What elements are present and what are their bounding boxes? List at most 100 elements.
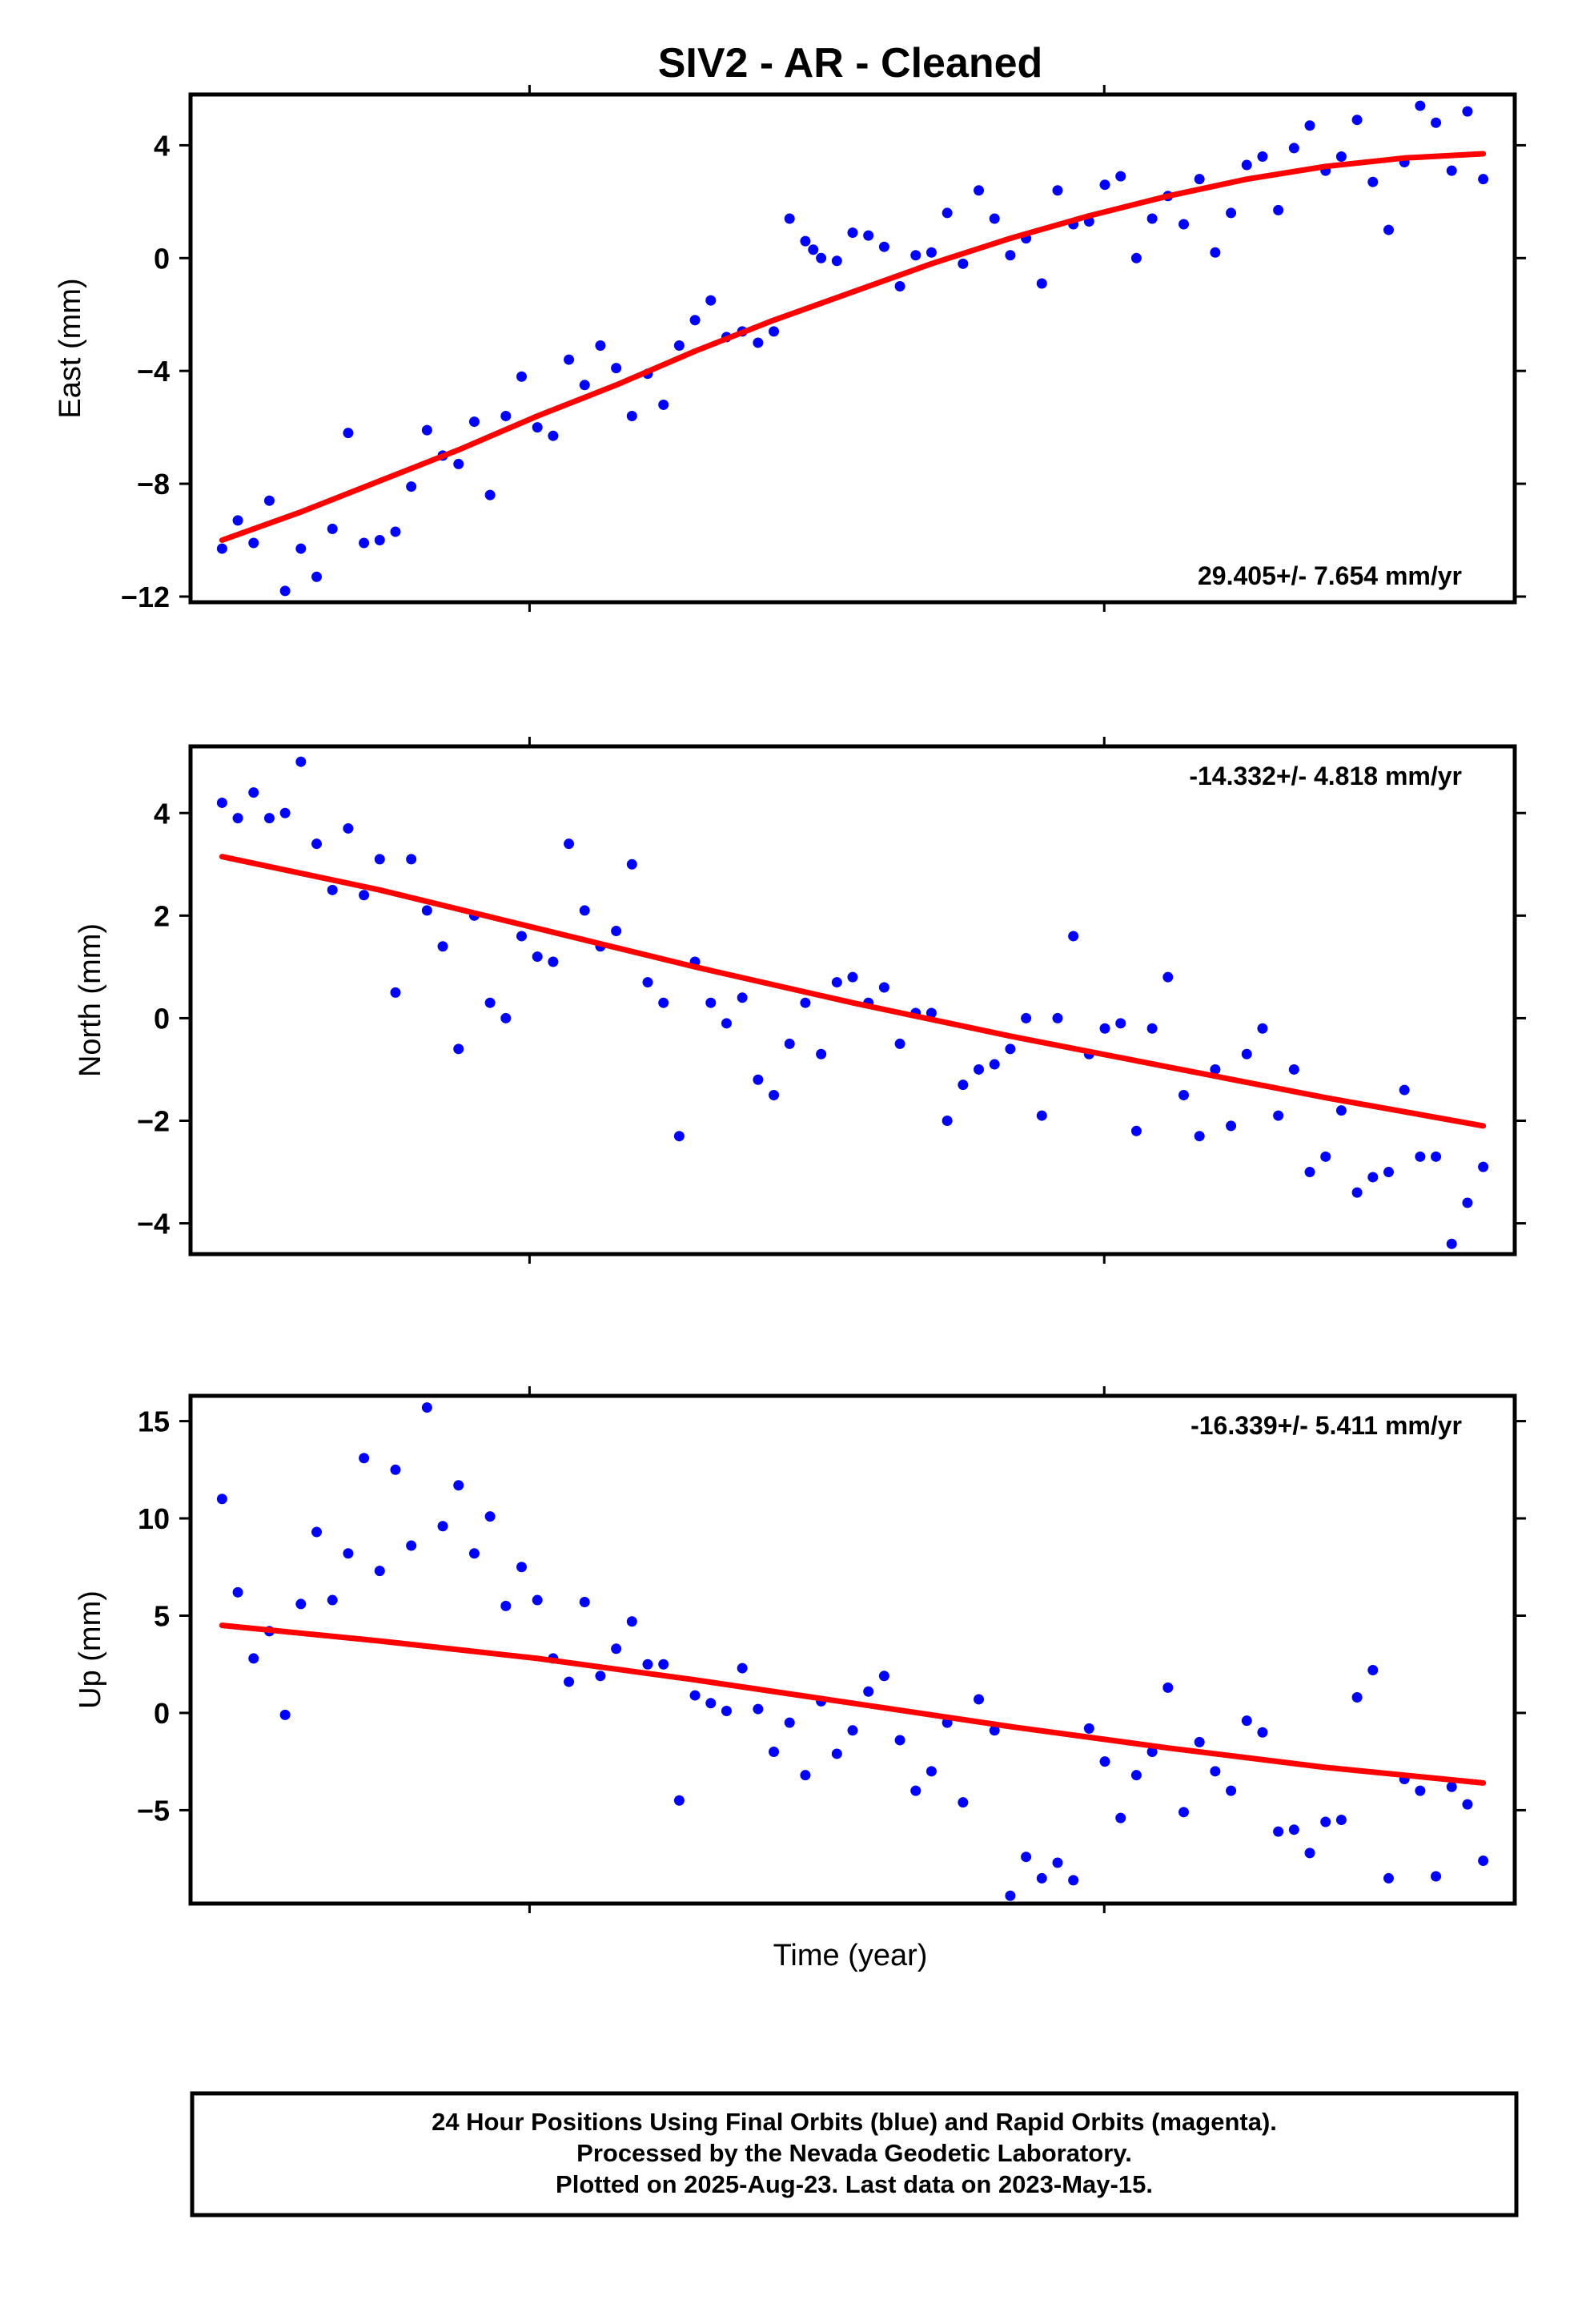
data-point [1130,1125,1142,1136]
y-tick-label: −5 [137,1794,170,1827]
data-point [1099,1756,1110,1767]
data-point [1320,1816,1331,1827]
data-point [894,281,905,292]
data-point [626,1616,637,1627]
footer-box [190,2091,1519,2217]
data-point [1446,1781,1457,1792]
data-point [847,227,858,239]
data-point [658,1659,669,1670]
data-point [769,1089,780,1100]
data-point [1036,1110,1047,1121]
data-point [1304,120,1315,131]
data-point [595,340,606,351]
data-point [705,997,717,1008]
data-point [942,207,953,219]
data-point [532,1594,543,1606]
data-point [421,905,432,916]
data-point [1146,213,1158,224]
panel-up: 15 10 5 0 −5 Up (mm) -16.339+/- 5.411 mm/yr [74,1386,1526,1913]
data-point [500,411,512,422]
data-point [673,1131,685,1142]
data-point [484,489,496,501]
data-point [989,213,1000,224]
data-point [1021,1012,1032,1023]
data-point [1083,1723,1094,1734]
data-point [958,1797,969,1808]
data-point [1005,1890,1016,1901]
data-point [437,941,448,952]
rate-label-east: 29.405+/- 7.654 mm/yr [1198,561,1462,590]
data-point [831,255,842,267]
data-point [1335,1815,1347,1826]
data-point [516,1562,527,1573]
data-point [1273,1826,1284,1837]
data-point [942,1115,953,1126]
data-point [1257,151,1268,162]
data-point [216,797,227,808]
y-tick-label: −4 [137,1208,170,1240]
data-point [1146,1023,1158,1034]
data-point [343,428,354,439]
data-point [1241,159,1252,171]
data-point [359,1453,370,1464]
data-point [500,1012,512,1023]
data-point [295,756,307,767]
fit-line-east [219,151,1487,543]
data-point [1367,176,1379,187]
data-point [453,1043,464,1055]
data-point [1351,1187,1363,1198]
data-point [1383,1167,1394,1178]
data-point [1036,278,1047,289]
data-point [1226,207,1237,219]
data-point [1210,247,1221,258]
data-point [974,185,985,196]
data-point [311,1526,323,1538]
data-point [1431,1871,1442,1882]
y-tick-label: −8 [137,468,170,501]
data-point [1462,106,1473,117]
y-tick-label: 0 [154,1002,170,1035]
data-point [658,997,669,1008]
data-point [579,905,590,916]
chart-title: SIV2 - AR - Cleaned [658,40,1043,86]
data-point [1335,151,1347,162]
data-point [248,537,259,549]
fit-line-north [219,854,1487,1129]
data-point [1194,174,1205,185]
data-point [500,1600,512,1611]
data-point [800,235,811,247]
data-point [800,1770,811,1781]
data-point [1115,1812,1126,1823]
data-point [1478,1161,1489,1172]
data-point [327,1594,338,1606]
data-point [1178,1089,1189,1100]
footer-line-1: 24 Hour Positions Using Final Orbits (bl… [432,2108,1277,2136]
footer-line-2: Processed by the Nevada Geodetic Laborat… [576,2139,1132,2167]
data-point [926,1007,937,1019]
y-axis-label-east: East (mm) [54,278,87,418]
data-point [295,543,307,554]
data-point [453,1480,464,1491]
data-point [808,244,819,255]
data-point [1005,250,1016,261]
data-point [831,977,842,988]
data-point [1226,1785,1237,1796]
data-point [1273,1110,1284,1121]
footer-line-3: Plotted on 2025-Aug-23. Last data on 202… [556,2170,1153,2198]
data-point [343,822,354,834]
data-point [390,1464,401,1475]
data-point [1194,1131,1205,1142]
data-point [894,1038,905,1049]
y-tick-label: 4 [154,129,170,162]
data-point [1415,100,1426,111]
data-point [263,813,275,824]
y-tick-label: −2 [137,1104,170,1137]
y-axis-label-north: North (mm) [74,923,107,1077]
data-point [1068,1875,1079,1886]
data-point [847,971,858,983]
data-point [279,585,291,597]
data-point [579,1596,590,1607]
data-point [421,424,432,436]
data-point [564,354,575,365]
